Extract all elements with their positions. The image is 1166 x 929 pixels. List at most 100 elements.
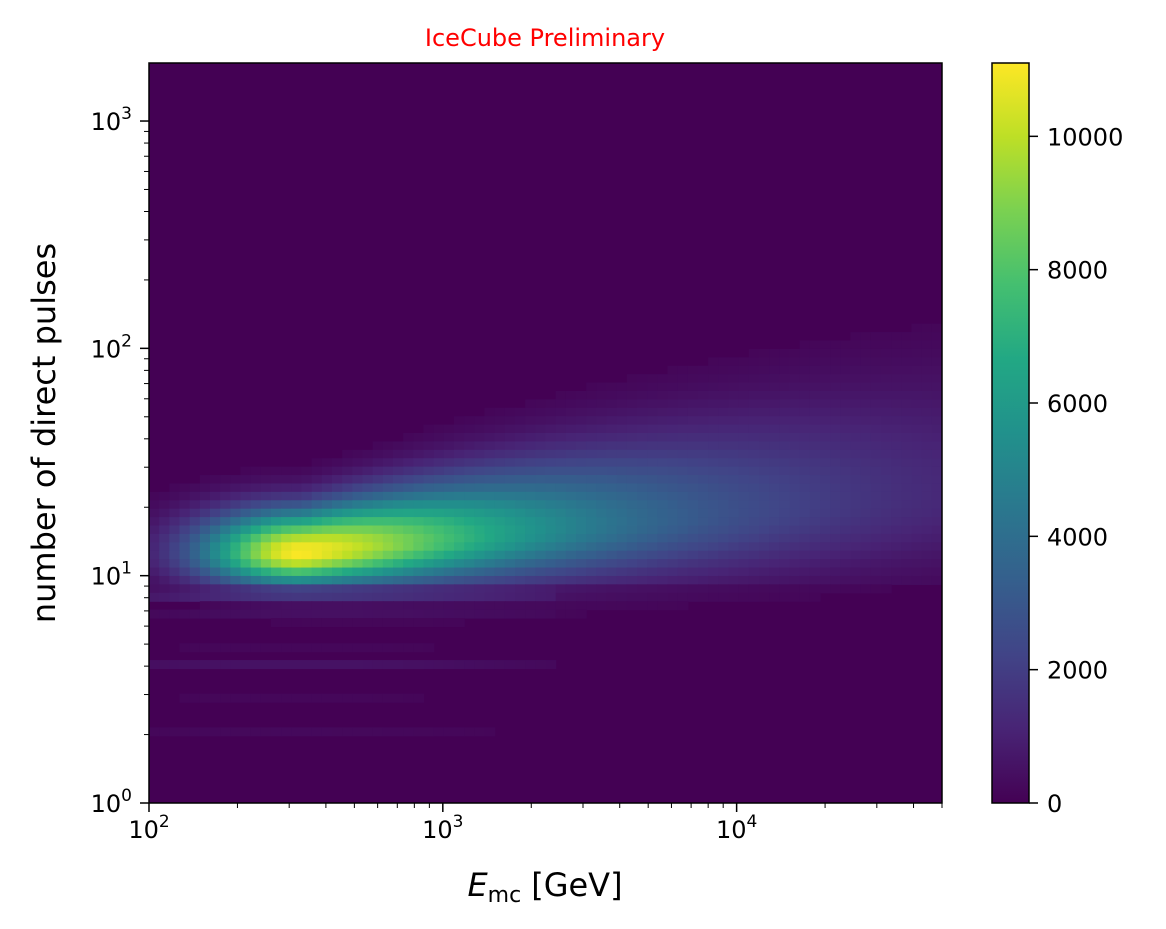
heatmap-cell <box>616 517 628 527</box>
heatmap-cell <box>799 390 811 400</box>
heatmap-cell <box>647 390 658 400</box>
heatmap-cell <box>443 660 455 670</box>
heatmap-cell <box>626 559 638 569</box>
heatmap-cell <box>260 609 272 619</box>
heatmap-cell <box>870 559 882 569</box>
heatmap-cell <box>657 601 669 611</box>
heatmap-cell <box>748 575 760 585</box>
heatmap-cell <box>698 500 709 510</box>
heatmap-cell <box>708 550 719 560</box>
heatmap-cell <box>342 559 353 569</box>
heatmap-cell <box>301 533 313 543</box>
heatmap-cell <box>271 575 282 585</box>
heatmap-cell <box>830 500 841 510</box>
heatmap-cell <box>809 416 821 426</box>
heatmap-cell <box>565 449 577 459</box>
heatmap-cell <box>728 441 740 451</box>
heatmap-cell <box>311 550 323 560</box>
heatmap-cell <box>362 449 374 459</box>
heatmap-cell <box>870 517 882 527</box>
heatmap-cell <box>332 559 343 569</box>
heatmap-cell <box>799 340 811 350</box>
heatmap-cell <box>464 567 475 577</box>
heatmap-cell <box>555 483 567 493</box>
heatmap-cell <box>596 542 608 552</box>
heatmap-cell <box>403 483 414 493</box>
heatmap-cell <box>850 533 862 543</box>
heatmap-cell <box>820 357 831 367</box>
heatmap-cell <box>413 643 425 653</box>
heatmap-cell <box>504 559 516 569</box>
heatmap-cell <box>931 390 942 400</box>
heatmap-cell <box>494 525 506 535</box>
heatmap-cell <box>769 584 780 594</box>
heatmap-cell <box>891 508 902 518</box>
heatmap-cell <box>240 508 252 518</box>
heatmap-cell <box>708 374 719 384</box>
heatmap-cell <box>413 618 425 628</box>
heatmap-cell <box>616 399 628 409</box>
heatmap-cell <box>443 433 455 443</box>
heatmap-cell <box>240 550 252 560</box>
heatmap-cell <box>189 525 201 535</box>
heatmap-cell <box>454 416 465 426</box>
heatmap-cell <box>881 584 892 594</box>
heatmap-cell <box>169 660 181 670</box>
heatmap-cell <box>911 382 923 392</box>
heatmap-cell <box>860 416 872 426</box>
heatmap-cell <box>382 618 394 628</box>
heatmap-cell <box>809 508 821 518</box>
heatmap-cell <box>748 483 760 493</box>
heatmap-cell <box>433 441 445 451</box>
heatmap-cell <box>423 458 435 468</box>
heatmap-cell <box>870 365 882 375</box>
heatmap-cell <box>698 559 709 569</box>
heatmap-cell <box>626 500 638 510</box>
heatmap-cell <box>687 584 699 594</box>
heatmap-cell <box>820 475 831 485</box>
heatmap-cell <box>515 517 526 527</box>
heatmap-cell <box>616 466 628 476</box>
heatmap-cell <box>464 433 475 443</box>
heatmap-cell <box>240 525 252 535</box>
heatmap-cell <box>565 491 577 501</box>
heatmap-cell <box>687 575 699 585</box>
heatmap-cell <box>687 416 699 426</box>
heatmap-cell <box>149 517 160 527</box>
heatmap-cell <box>240 592 252 602</box>
heatmap-cell <box>637 491 648 501</box>
heatmap-cell <box>840 517 852 527</box>
heatmap-cell <box>881 483 892 493</box>
heatmap-cell <box>657 542 669 552</box>
heatmap-cell <box>535 433 547 443</box>
heatmap-cell <box>474 559 486 569</box>
heatmap-cell <box>423 727 435 737</box>
heatmap-cell <box>525 475 536 485</box>
heatmap-cell <box>789 592 801 602</box>
heatmap-cell <box>494 416 506 426</box>
heatmap-cell <box>494 483 506 493</box>
heatmap-cell <box>769 517 780 527</box>
heatmap-cell <box>576 390 587 400</box>
heatmap-cell <box>413 559 425 569</box>
heatmap-cell <box>525 517 536 527</box>
y-tick-label: 100 <box>91 786 132 818</box>
heatmap-cell <box>159 727 170 737</box>
heatmap-cell <box>881 542 892 552</box>
heatmap-cell <box>738 491 750 501</box>
heatmap-cell <box>870 374 882 384</box>
heatmap-cell <box>799 525 811 535</box>
heatmap-cell <box>667 542 679 552</box>
heatmap-cell <box>789 559 801 569</box>
heatmap-cell <box>596 500 608 510</box>
heatmap-cell <box>850 390 862 400</box>
heatmap-cell <box>504 491 516 501</box>
heatmap-cell <box>901 340 913 350</box>
heatmap-cell <box>535 458 547 468</box>
heatmap-cell <box>820 483 831 493</box>
heatmap-cell <box>433 483 445 493</box>
heatmap-cell <box>698 399 709 409</box>
heatmap-cell <box>179 508 191 518</box>
heatmap-cell <box>881 424 892 434</box>
heatmap-cell <box>433 424 445 434</box>
